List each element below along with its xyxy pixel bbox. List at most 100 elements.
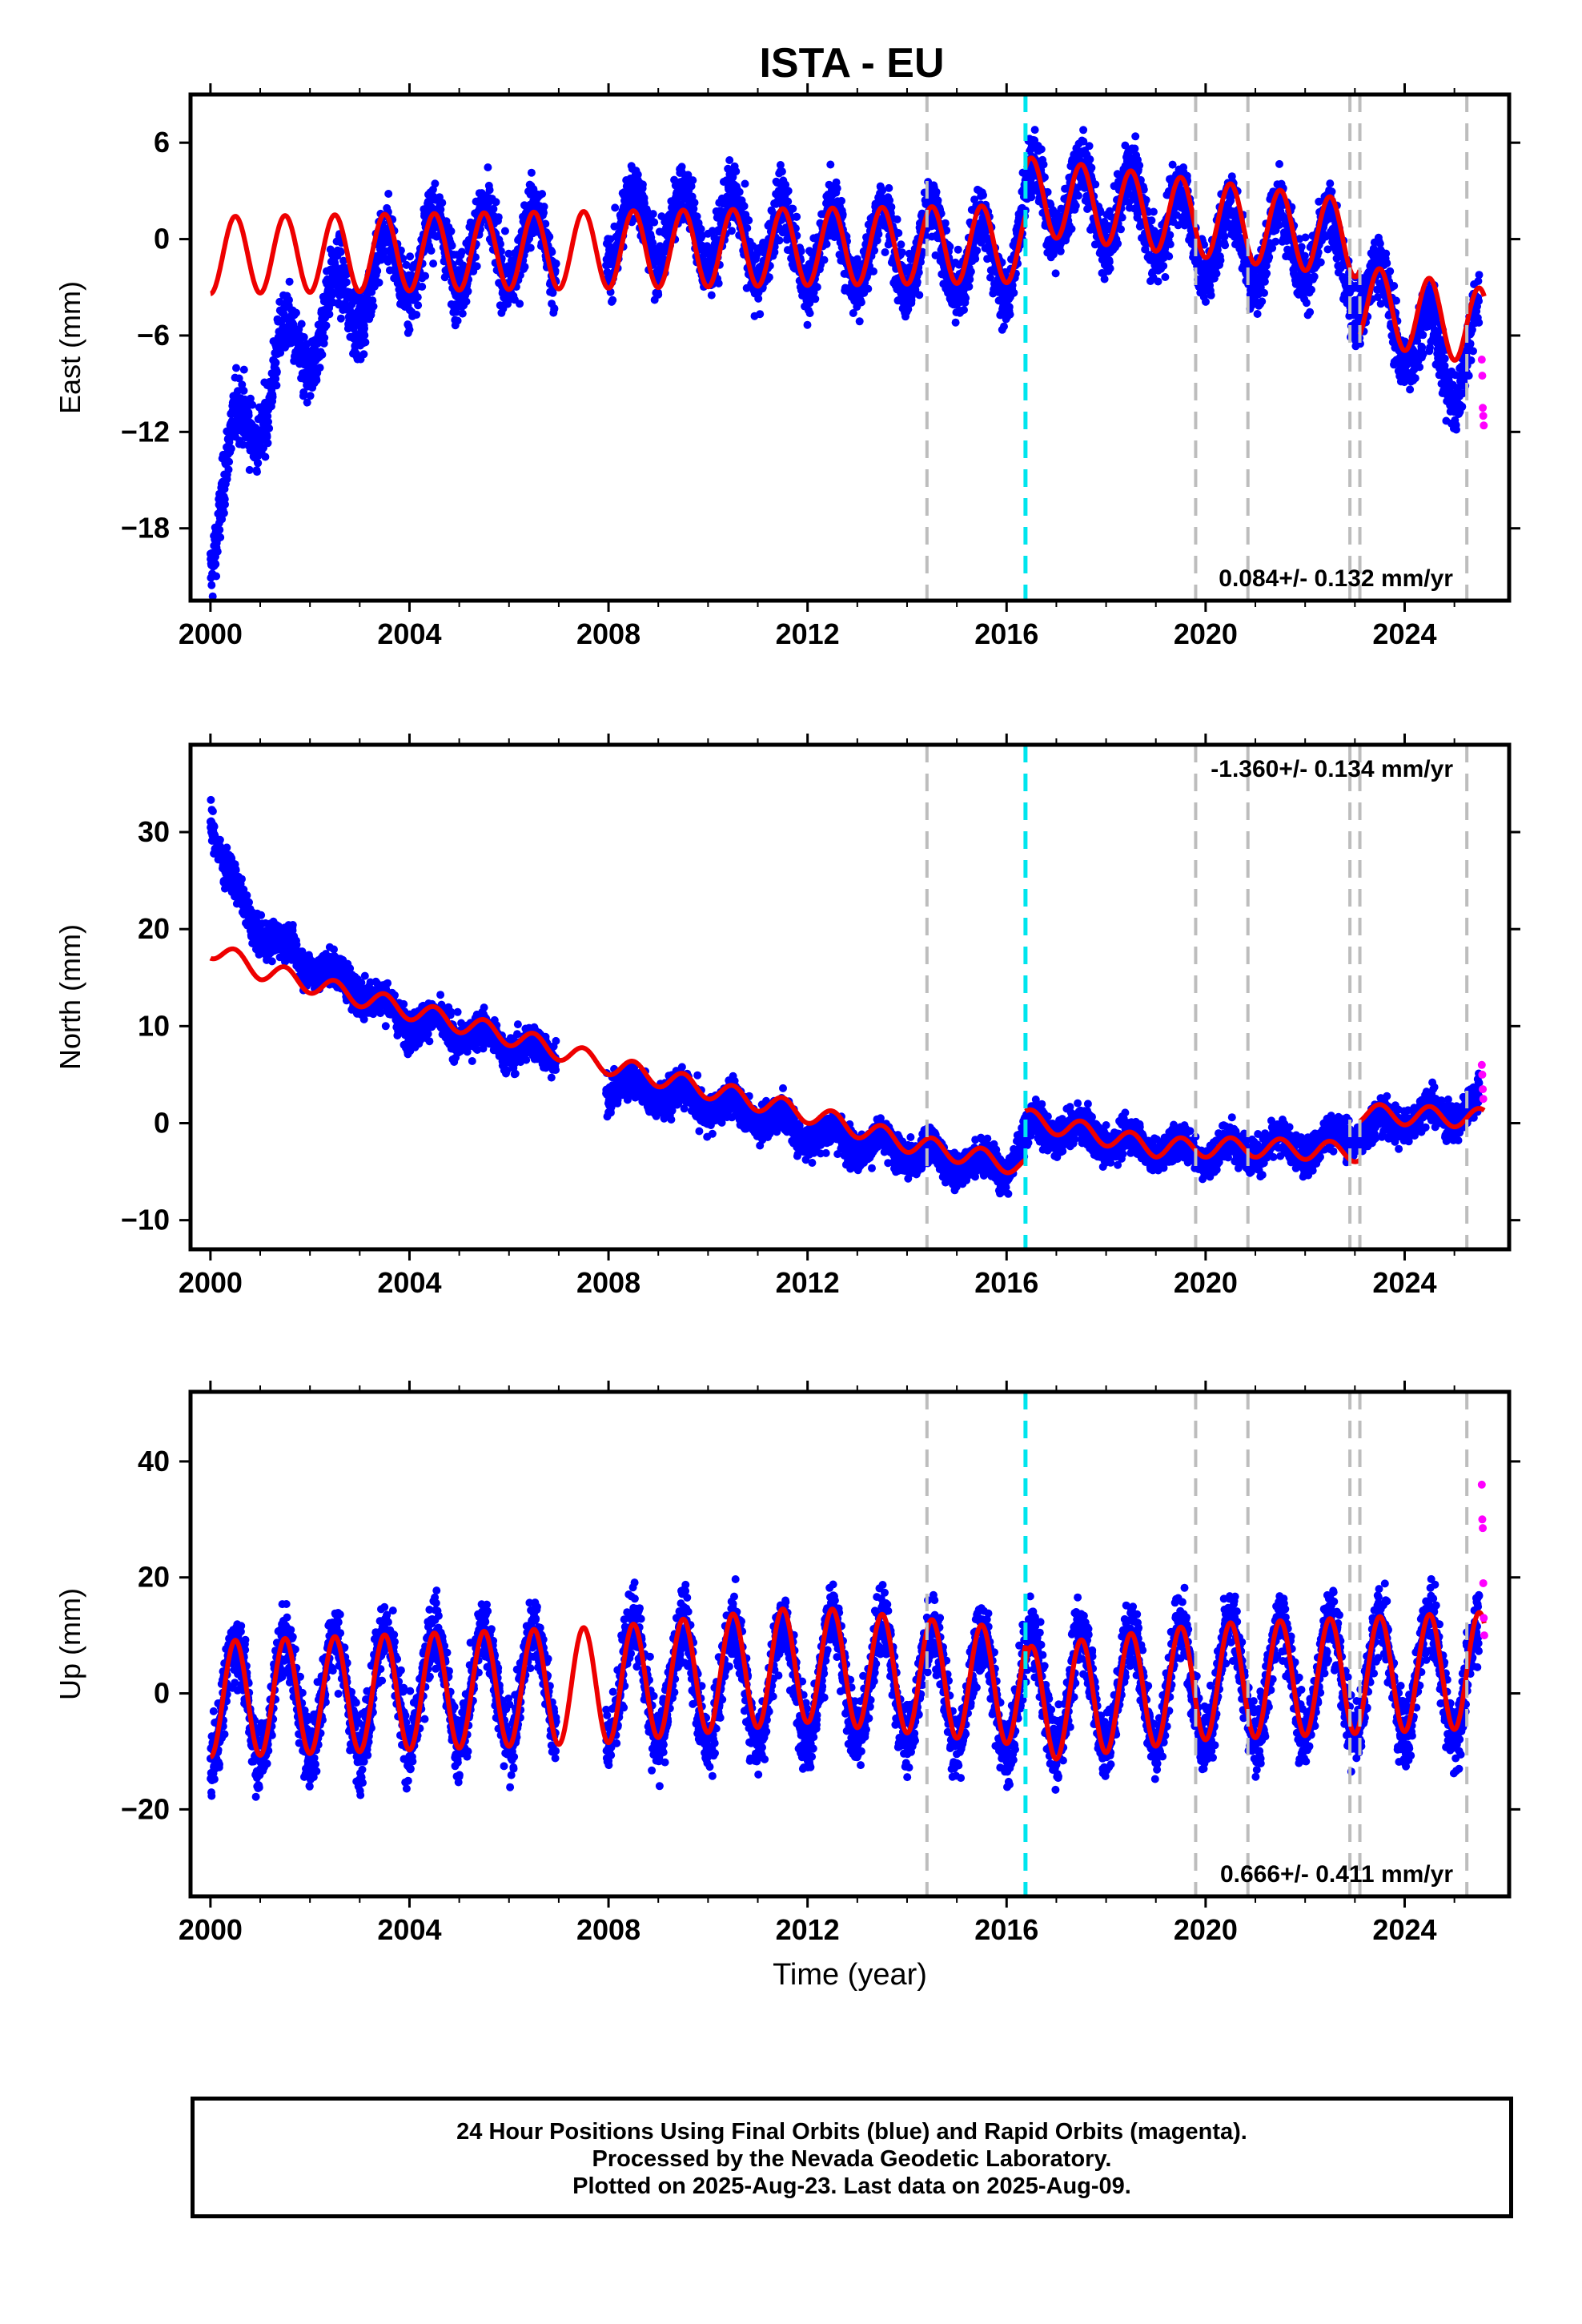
data-point <box>954 245 962 254</box>
data-point <box>318 350 327 359</box>
data-point <box>254 459 263 468</box>
data-point <box>448 241 456 250</box>
data-point <box>447 227 456 235</box>
data-point <box>885 183 893 192</box>
data-point <box>805 309 814 318</box>
data-point <box>1147 216 1156 225</box>
data-point <box>361 338 370 347</box>
data-point <box>320 333 329 342</box>
data-point <box>756 310 765 319</box>
final-orbit-points <box>206 126 1484 601</box>
data-point <box>436 205 445 214</box>
data-point <box>1310 272 1319 281</box>
data-point <box>319 339 328 348</box>
plot-area <box>206 126 1488 601</box>
data-point <box>745 216 753 225</box>
data-point <box>548 247 556 256</box>
data-point <box>833 184 841 193</box>
data-point <box>427 247 436 255</box>
data-point <box>1085 142 1094 151</box>
data-point <box>913 278 921 287</box>
data-point <box>306 392 315 400</box>
data-point <box>869 267 877 275</box>
data-point <box>1166 240 1174 249</box>
data-point <box>218 515 227 524</box>
data-point <box>966 275 974 283</box>
data-point <box>540 203 548 211</box>
data-point <box>714 279 723 287</box>
data-point <box>803 320 812 329</box>
data-point <box>1086 155 1094 163</box>
data-point <box>893 215 901 223</box>
data-point <box>728 227 736 235</box>
data-point <box>1039 160 1048 169</box>
data-point <box>253 468 261 476</box>
data-point <box>1037 145 1046 154</box>
data-point <box>784 197 793 206</box>
data-point <box>1135 161 1144 170</box>
data-point <box>541 219 550 228</box>
data-point <box>263 432 271 441</box>
data-point <box>677 163 686 171</box>
data-point <box>545 232 554 241</box>
data-point <box>289 320 298 329</box>
data-point <box>504 249 513 258</box>
data-point <box>813 283 821 292</box>
data-point <box>1166 231 1174 239</box>
data-point <box>1316 258 1325 267</box>
data-point <box>793 212 801 221</box>
data-point <box>740 202 749 211</box>
data-point <box>1253 310 1262 318</box>
data-point <box>1114 239 1122 248</box>
data-point <box>458 309 467 318</box>
chart-title: ISTA - EU <box>759 40 944 86</box>
data-point <box>244 411 253 420</box>
data-point <box>271 375 280 383</box>
data-point <box>965 282 974 291</box>
data-point <box>648 239 657 247</box>
data-point <box>743 223 752 232</box>
data-point <box>897 240 905 249</box>
data-point <box>973 246 982 255</box>
data-point <box>1326 179 1335 188</box>
data-point <box>644 223 653 232</box>
data-point <box>811 295 820 304</box>
data-point <box>962 294 970 303</box>
data-point <box>272 381 281 390</box>
data-point <box>1221 241 1230 250</box>
data-point <box>315 364 324 372</box>
data-point <box>966 267 975 276</box>
data-point <box>412 311 421 319</box>
data-point <box>431 179 440 188</box>
data-point <box>1207 291 1215 300</box>
data-point <box>421 271 430 280</box>
data-point <box>221 500 229 509</box>
data-point <box>1100 275 1109 283</box>
data-point <box>299 333 308 341</box>
data-point <box>384 190 393 198</box>
data-point <box>837 196 845 205</box>
data-point <box>285 277 294 286</box>
data-point <box>979 191 987 199</box>
data-point <box>548 288 557 297</box>
data-point <box>297 320 306 328</box>
data-point <box>1149 207 1158 216</box>
data-point <box>211 560 220 569</box>
data-point <box>261 452 270 461</box>
data-point <box>1306 308 1315 316</box>
data-point <box>484 163 492 171</box>
data-point <box>343 270 351 279</box>
data-point <box>213 547 222 556</box>
data-point <box>464 287 472 296</box>
data-point <box>1301 233 1310 242</box>
data-point <box>336 247 345 256</box>
data-point <box>881 248 889 256</box>
data-point <box>1056 247 1065 255</box>
data-point <box>245 465 254 474</box>
data-point <box>216 533 225 541</box>
data-point <box>776 161 785 169</box>
data-point <box>1302 299 1311 308</box>
data-point <box>1165 252 1174 261</box>
data-point <box>234 387 242 396</box>
